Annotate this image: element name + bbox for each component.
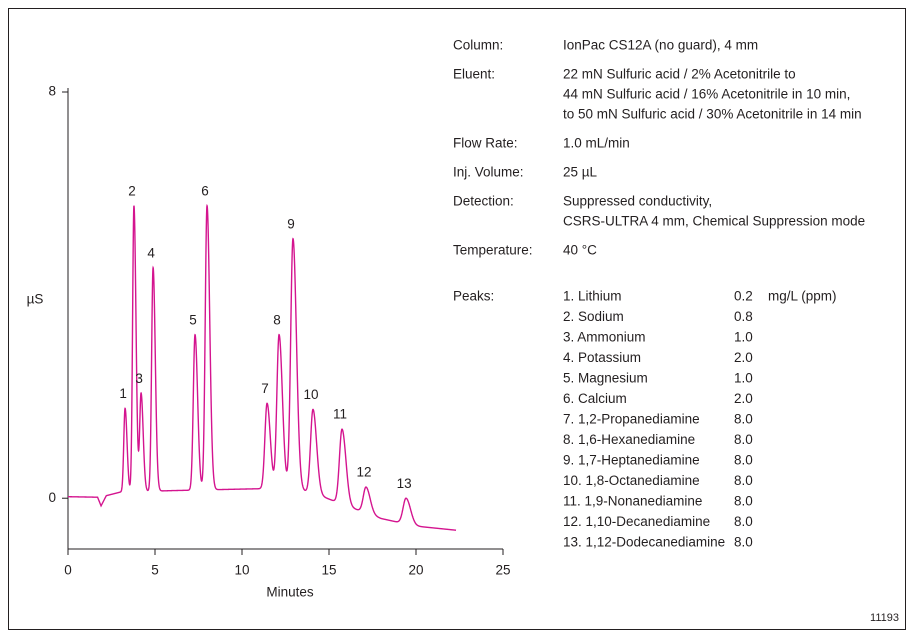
peak-conc: 1.0 bbox=[734, 371, 753, 386]
peak-name: 3. Ammonium bbox=[563, 330, 646, 345]
peaks-heading: Peaks: bbox=[453, 289, 494, 304]
condition-label: Detection: bbox=[453, 194, 514, 209]
y-axis-label: µS bbox=[27, 292, 44, 307]
peak-name: 2. Sodium bbox=[563, 309, 624, 324]
peak-conc: 8.0 bbox=[734, 494, 753, 509]
figure-id: 11193 bbox=[870, 612, 899, 624]
condition-label: Inj. Volume: bbox=[453, 165, 524, 180]
peak-conc: 8.0 bbox=[734, 453, 753, 468]
y-tick-label: 8 bbox=[48, 84, 56, 99]
x-tick-label: 10 bbox=[234, 563, 249, 578]
trace bbox=[68, 203, 457, 531]
peak-conc: 0.8 bbox=[734, 309, 753, 324]
peak-conc: 0.2 bbox=[734, 289, 753, 304]
peak-name: 1. Lithium bbox=[563, 289, 622, 304]
peak-label: 2 bbox=[128, 183, 136, 198]
x-axis-label: Minutes bbox=[266, 585, 314, 600]
peak-name: 12. 1,10-Decanediamine bbox=[563, 514, 710, 529]
x-tick-label: 20 bbox=[408, 563, 423, 578]
condition-label: Temperature: bbox=[453, 243, 533, 258]
condition-value: 22 mN Sulfuric acid / 2% Acetonitrile to bbox=[563, 67, 796, 82]
peak-name: 5. Magnesium bbox=[563, 371, 648, 386]
peak-label: 1 bbox=[119, 386, 127, 401]
peak-conc: 8.0 bbox=[734, 412, 753, 427]
peak-name: 13. 1,12-Dodecanediamine bbox=[563, 535, 725, 550]
peak-label: 8 bbox=[273, 312, 281, 327]
peak-name: 6. Calcium bbox=[563, 391, 627, 406]
peak-conc: 8.0 bbox=[734, 473, 753, 488]
peak-label: 11 bbox=[333, 407, 347, 422]
peak-unit: mg/L (ppm) bbox=[768, 289, 837, 304]
peak-conc: 8.0 bbox=[734, 432, 753, 447]
condition-label: Eluent: bbox=[453, 67, 495, 82]
frame bbox=[8, 8, 906, 630]
condition-value: CSRS-ULTRA 4 mm, Chemical Suppression mo… bbox=[563, 214, 865, 229]
peak-label: 9 bbox=[287, 216, 295, 231]
peak-conc: 2.0 bbox=[734, 350, 753, 365]
x-tick-label: 25 bbox=[495, 563, 510, 578]
peak-label: 5 bbox=[189, 312, 197, 327]
peak-name: 8. 1,6-Hexanediamine bbox=[563, 432, 695, 447]
peak-conc: 1.0 bbox=[734, 330, 753, 345]
peak-label: 13 bbox=[397, 476, 412, 491]
peak-label: 3 bbox=[135, 371, 143, 386]
condition-value: 44 mN Sulfuric acid / 16% Acetonitrile i… bbox=[563, 87, 850, 102]
condition-value: 40 °C bbox=[563, 243, 597, 258]
condition-value: 25 µL bbox=[563, 165, 598, 180]
peak-label: 7 bbox=[261, 381, 269, 396]
condition-value: Suppressed conductivity, bbox=[563, 194, 712, 209]
peak-conc: 2.0 bbox=[734, 391, 753, 406]
condition-value: 1.0 mL/min bbox=[563, 136, 630, 151]
x-tick-label: 0 bbox=[64, 563, 72, 578]
peak-label: 4 bbox=[147, 245, 155, 260]
condition-value: to 50 mN Sulfuric acid / 30% Acetonitril… bbox=[563, 107, 862, 122]
y-tick-label: 0 bbox=[48, 490, 56, 505]
peak-label: 10 bbox=[303, 387, 318, 402]
condition-label: Column: bbox=[453, 38, 503, 53]
peak-name: 7. 1,2-Propanediamine bbox=[563, 412, 700, 427]
peak-name: 11. 1,9-Nonanediamine bbox=[563, 494, 702, 509]
x-tick-label: 15 bbox=[321, 563, 336, 578]
x-tick-label: 5 bbox=[151, 563, 159, 578]
peak-label: 12 bbox=[357, 465, 372, 480]
condition-value: IonPac CS12A (no guard), 4 mm bbox=[563, 38, 758, 53]
peak-name: 9. 1,7-Heptanediamine bbox=[563, 453, 700, 468]
peak-conc: 8.0 bbox=[734, 535, 753, 550]
peak-label: 6 bbox=[201, 183, 209, 198]
peak-name: 4. Potassium bbox=[563, 350, 641, 365]
peak-conc: 8.0 bbox=[734, 514, 753, 529]
peak-name: 10. 1,8-Octanediamine bbox=[563, 473, 700, 488]
condition-label: Flow Rate: bbox=[453, 136, 518, 151]
